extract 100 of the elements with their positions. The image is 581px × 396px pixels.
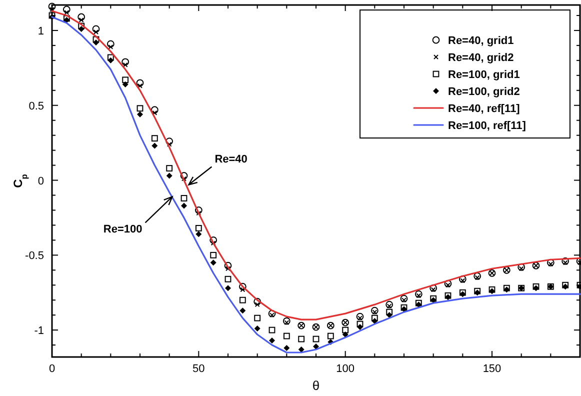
point <box>446 282 450 288</box>
point <box>460 278 466 284</box>
point <box>342 326 349 334</box>
point <box>182 176 186 182</box>
point <box>78 13 86 21</box>
point <box>180 195 188 202</box>
point <box>414 290 422 298</box>
point <box>136 79 144 87</box>
y-tick-label: 0.5 <box>28 100 44 112</box>
point <box>152 110 158 116</box>
legend-label: Re=40, grid2 <box>448 52 514 64</box>
x-tick-label: 150 <box>482 363 502 375</box>
point <box>386 300 394 308</box>
point <box>298 336 305 342</box>
point <box>402 298 406 303</box>
point <box>196 231 202 238</box>
point <box>210 260 216 266</box>
point <box>136 105 144 112</box>
point <box>358 316 362 321</box>
point <box>94 29 98 34</box>
point <box>254 314 261 322</box>
point <box>240 287 246 292</box>
point <box>562 257 570 265</box>
point <box>181 202 187 209</box>
point <box>225 285 231 292</box>
point <box>78 17 84 22</box>
point <box>386 304 392 309</box>
point <box>238 282 246 290</box>
point <box>107 54 114 61</box>
point <box>180 172 188 180</box>
point <box>106 40 114 48</box>
point <box>356 320 364 328</box>
point <box>312 336 320 342</box>
point <box>282 317 290 325</box>
point <box>224 276 232 282</box>
point <box>92 36 100 43</box>
point <box>122 76 129 84</box>
point <box>78 22 85 30</box>
point <box>400 294 408 302</box>
point <box>210 240 216 246</box>
point <box>210 236 218 244</box>
point <box>166 172 172 179</box>
point <box>269 338 275 344</box>
point <box>474 272 482 280</box>
x-tick-label: 50 <box>192 363 205 375</box>
point <box>562 260 568 266</box>
x-tick-label: 0 <box>48 363 56 375</box>
point <box>357 324 363 330</box>
point <box>268 310 276 318</box>
point <box>372 310 378 315</box>
x-tick-label: 100 <box>336 363 355 375</box>
point <box>284 345 290 352</box>
point <box>548 262 554 267</box>
point <box>386 308 393 316</box>
point <box>196 210 202 216</box>
legend-label: Re=40, grid1 <box>448 35 514 47</box>
point <box>474 275 480 280</box>
point <box>518 266 524 272</box>
point <box>416 293 422 298</box>
x-axis-title: θ <box>312 378 320 393</box>
point <box>254 326 260 332</box>
y-tick-label: -0.5 <box>25 250 44 262</box>
point <box>254 298 262 306</box>
legend-label: Re=100, grid2 <box>448 86 520 98</box>
point <box>122 81 128 88</box>
annotation: Re=40 <box>214 154 248 166</box>
point <box>108 44 114 50</box>
point <box>150 106 158 114</box>
point <box>62 6 70 14</box>
point <box>224 262 232 270</box>
point <box>254 302 260 308</box>
point <box>370 306 378 314</box>
point <box>108 57 114 64</box>
point <box>48 2 56 10</box>
point <box>122 62 128 68</box>
point <box>93 39 99 46</box>
point <box>430 287 436 292</box>
point <box>137 111 143 118</box>
point <box>371 314 378 322</box>
point <box>92 25 100 33</box>
point <box>151 135 158 142</box>
y-tick-label: -1 <box>34 325 44 338</box>
point <box>458 275 466 283</box>
point <box>546 258 554 266</box>
point <box>240 308 246 314</box>
point <box>194 206 202 214</box>
point <box>226 266 230 272</box>
point <box>195 224 202 232</box>
point <box>78 26 84 32</box>
y-tick-label: 1 <box>38 25 44 38</box>
point <box>268 326 276 334</box>
point <box>283 332 290 340</box>
point <box>430 284 438 292</box>
legend-label: Re=40, ref[11] <box>448 103 520 115</box>
point <box>327 332 334 340</box>
legend-label: Re=100, ref[11] <box>448 120 526 132</box>
y-tick-label: 0 <box>38 175 44 188</box>
point <box>210 252 217 258</box>
point <box>138 83 142 88</box>
point <box>270 312 274 318</box>
